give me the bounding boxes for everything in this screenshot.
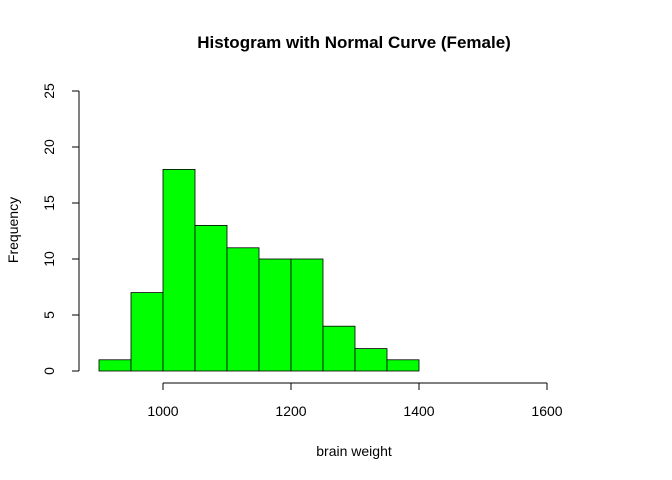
- chart-title: Histogram with Normal Curve (Female): [197, 33, 511, 52]
- histogram-bar-5: [258, 258, 292, 372]
- x-axis: 1000 1200 1400 1600: [147, 382, 563, 419]
- y-tick-label: 15: [41, 195, 57, 211]
- histogram-bar-7: [322, 325, 356, 372]
- histogram-bar-8: [354, 348, 388, 372]
- histogram-bar-0: [98, 359, 132, 372]
- y-tick-label: 10: [41, 251, 57, 267]
- histogram-bar-3: [194, 224, 228, 372]
- x-tick-label: 1600: [531, 403, 562, 419]
- histogram-bar-4: [226, 247, 260, 372]
- x-tick-label: 1200: [275, 403, 306, 419]
- y-tick-label: 25: [41, 83, 57, 99]
- histogram-bar-2: [162, 168, 196, 372]
- y-axis: 0 5 10 15 20 25: [41, 83, 80, 375]
- y-tick-label: 5: [41, 311, 57, 319]
- histogram-bar-1: [130, 292, 164, 372]
- y-tick-label: 20: [41, 139, 57, 155]
- histogram-bar-6: [290, 258, 324, 372]
- x-tick-label: 1400: [403, 403, 434, 419]
- y-axis-label: Frequency: [5, 197, 21, 263]
- x-tick-label: 1000: [147, 403, 178, 419]
- histogram-bar-9: [386, 359, 420, 372]
- x-axis-label: brain weight: [316, 443, 392, 459]
- bars-group: [98, 168, 420, 372]
- y-tick-label: 0: [41, 367, 57, 375]
